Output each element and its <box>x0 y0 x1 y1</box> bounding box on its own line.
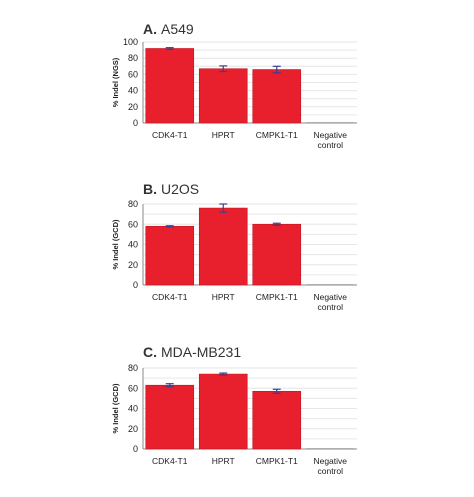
category-label: Negative control <box>313 292 347 312</box>
category-label: CMPK1-T1 <box>256 292 298 302</box>
y-tick-label: 0 <box>133 444 138 454</box>
chart-title: C. MDA-MB231 <box>143 344 241 360</box>
chart-title: A. A549 <box>143 21 194 37</box>
y-axis-label: % Indel (NGS) <box>111 57 120 107</box>
chart-title-name: A549 <box>161 21 194 37</box>
category-label: CDK4-T1 <box>152 292 188 302</box>
y-tick-label: 40 <box>128 86 138 96</box>
chart-panel-1: A. A549 0 20 40 60 80 100 % Indel (NGS) CDK4-T1 HP… <box>111 21 357 150</box>
category-label: CDK4-T1 <box>152 130 188 140</box>
category-label: CMPK1-T1 <box>256 456 298 466</box>
chart-title: B. U2OS <box>143 181 199 197</box>
y-axis-label: % Indel (GCD) <box>111 219 120 270</box>
bar <box>252 390 302 450</box>
y-tick-label: 40 <box>128 240 138 250</box>
y-tick-label: 80 <box>128 199 138 209</box>
chart-panel-2: B. U2OS 0 20 40 60 80 % Indel (GCD) CDK4-T1 HPRT C… <box>111 181 357 312</box>
bar <box>252 223 302 286</box>
bar <box>198 207 248 286</box>
category-label: HPRT <box>212 292 235 302</box>
bar <box>306 122 355 123</box>
bar <box>145 384 195 450</box>
category-label: HPRT <box>212 130 235 140</box>
y-tick-label: 80 <box>128 53 138 63</box>
y-tick-label: 80 <box>128 363 138 373</box>
category-label: Negative control <box>313 130 347 150</box>
y-tick-label: 0 <box>133 118 138 128</box>
bar <box>198 373 248 450</box>
bar <box>252 69 302 124</box>
y-tick-label: 0 <box>133 280 138 290</box>
y-tick-label: 20 <box>128 424 138 434</box>
bar <box>145 225 195 286</box>
y-tick-label: 20 <box>128 260 138 270</box>
bar <box>198 68 248 124</box>
y-tick-label: 40 <box>128 404 138 414</box>
chart-title-letter: B. <box>143 181 157 197</box>
chart-title-letter: A. <box>143 21 157 37</box>
y-tick-label: 100 <box>123 37 138 47</box>
y-tick-label: 60 <box>128 219 138 229</box>
y-tick-label: 60 <box>128 383 138 393</box>
bar <box>306 284 355 285</box>
chart-title-name: U2OS <box>161 181 199 197</box>
y-tick-label: 20 <box>128 102 138 112</box>
category-label: CMPK1-T1 <box>256 130 298 140</box>
bar <box>145 48 195 124</box>
bar <box>306 448 355 449</box>
category-label: HPRT <box>212 456 235 466</box>
y-axis-label: % Indel (GCD) <box>111 383 120 434</box>
chart-panel-3: C. MDA-MB231 0 20 40 60 80 % Indel (GCD) CDK4-T1… <box>111 344 357 476</box>
category-label: Negative control <box>313 456 347 476</box>
chart-title-name: MDA-MB231 <box>161 344 241 360</box>
y-tick-label: 60 <box>128 69 138 79</box>
chart-title-letter: C. <box>143 344 157 360</box>
category-label: CDK4-T1 <box>152 456 188 466</box>
